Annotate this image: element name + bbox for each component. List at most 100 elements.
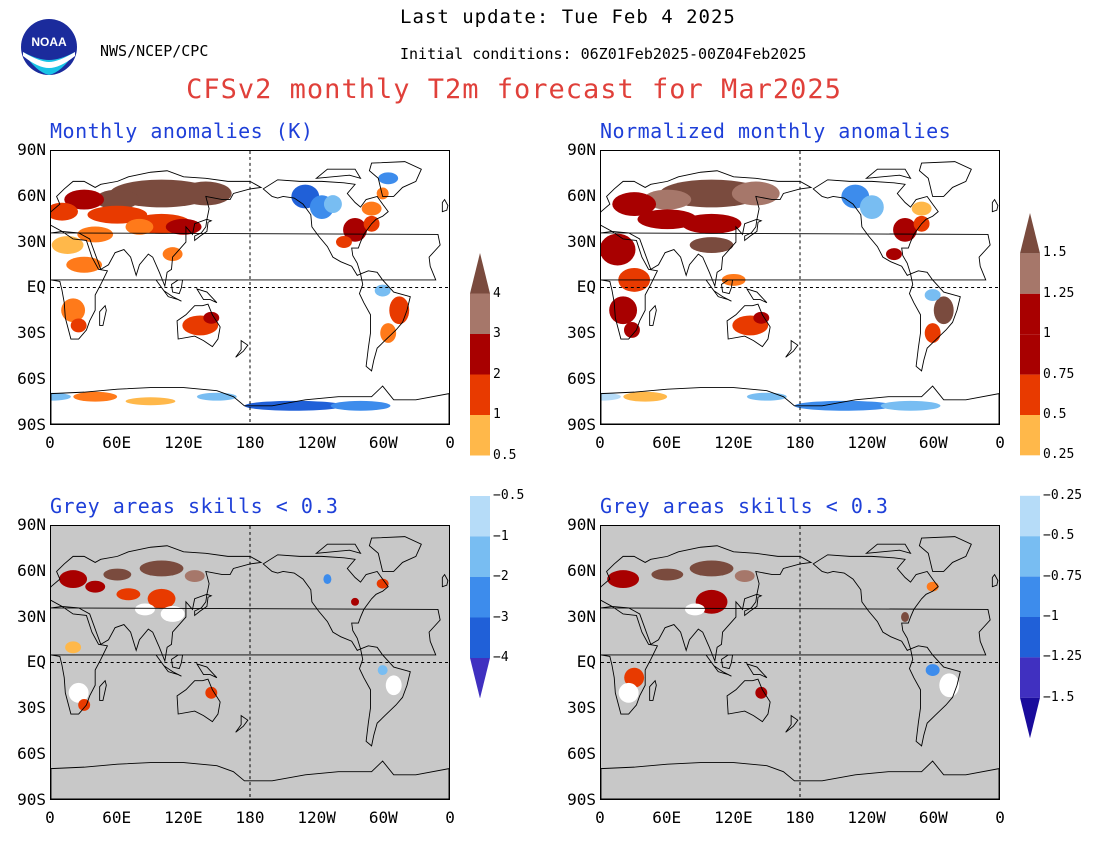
colorbar-segment — [470, 374, 490, 415]
colorbar-label: −3 — [493, 609, 509, 625]
land-japan — [194, 594, 212, 616]
land-japan — [194, 219, 212, 241]
logo-text: NOAA — [31, 35, 67, 49]
anomaly-patch — [343, 217, 367, 242]
coastlines — [51, 536, 449, 799]
anomaly-patch — [911, 201, 932, 216]
colorbar-anomalies — [470, 253, 490, 699]
anomaly-patch — [746, 392, 787, 401]
land-japan — [744, 594, 762, 616]
anomaly-patch — [601, 233, 636, 266]
anomaly-patch — [753, 311, 770, 324]
land-borneo — [721, 654, 733, 669]
lat-label: 60N — [567, 560, 596, 580]
land-borneo — [171, 279, 183, 294]
anomaly-patch — [87, 205, 148, 224]
lat-label: 30N — [567, 231, 596, 251]
land-newguinea — [746, 663, 767, 678]
lon-label: 180 — [235, 808, 265, 827]
panel-title-bottom-right: Grey areas skills < 0.3 — [600, 494, 889, 518]
anomaly-patch — [125, 397, 176, 406]
anomaly-patch — [601, 392, 621, 401]
land-newguinea — [196, 663, 217, 678]
lat-label: 60S — [567, 369, 596, 388]
anomaly-patch — [65, 641, 82, 654]
colorbar-segment — [470, 617, 490, 658]
colorbar-label: −1 — [1043, 609, 1059, 624]
lat-label: 90N — [567, 515, 596, 534]
anomaly-patch — [618, 682, 639, 703]
colorbar-label: 0.5 — [493, 447, 517, 463]
lon-label: 0 — [595, 808, 605, 827]
lat-label: 30S — [17, 323, 46, 343]
lon-label: 180 — [785, 433, 815, 452]
anomaly-patch — [734, 570, 755, 583]
anomaly-patch — [623, 391, 668, 402]
colorbar-label: 1.5 — [1043, 245, 1067, 261]
land-uk — [992, 574, 998, 587]
land-borneo — [171, 654, 183, 669]
anomaly-shading — [59, 560, 402, 711]
lon-label: 0 — [995, 433, 1005, 452]
anomaly-patch — [901, 612, 910, 622]
lat-label: 60N — [567, 185, 596, 205]
anomaly-patch — [323, 195, 342, 214]
map-monthly-anomalies — [50, 150, 450, 425]
land-greenland — [919, 161, 972, 197]
anomaly-patch — [66, 256, 103, 273]
lat-label: 30N — [17, 606, 46, 626]
anomaly-patch — [116, 588, 141, 601]
coastlines — [601, 161, 999, 424]
lat-label: 60S — [17, 369, 46, 388]
noaa-logo: NOAA — [20, 16, 78, 78]
colorbar-segment — [1020, 374, 1040, 415]
colorbar-label: 1 — [1043, 326, 1051, 342]
lon-label: 120E — [164, 433, 203, 452]
colorbar-label: 1 — [493, 407, 501, 422]
colorbar-segment — [470, 577, 490, 618]
anomaly-patch — [755, 686, 768, 699]
colorbar-segment — [1020, 536, 1040, 577]
anomaly-patch — [361, 201, 382, 216]
colorbar-label: 4 — [493, 285, 501, 301]
org-label: NWS/NCEP/CPC — [100, 42, 209, 60]
anomaly-patch — [880, 400, 941, 411]
lon-label: 0 — [995, 808, 1005, 827]
anomaly-patch — [162, 247, 183, 262]
colorbar-segment — [1020, 293, 1040, 335]
land-namerica — [813, 179, 939, 276]
lon-label: 120E — [164, 808, 203, 827]
anomaly-patch — [85, 580, 106, 593]
land-madagascar — [649, 305, 657, 326]
anomaly-patch — [886, 248, 902, 261]
lat-label: 90S — [17, 789, 46, 809]
anomaly-patch — [925, 664, 940, 677]
land-uk — [992, 199, 998, 212]
anomaly-patch — [933, 296, 954, 325]
colorbar-segment — [470, 536, 490, 577]
land-antarctic — [601, 386, 999, 424]
lon-label: 60E — [652, 808, 682, 827]
land-arcticisl — [316, 544, 361, 554]
colorbar-segment — [470, 455, 490, 496]
panel-title-top-left: Monthly anomalies (K) — [50, 119, 314, 143]
colorbar-label: 0.75 — [1043, 366, 1075, 382]
anomaly-patch — [689, 560, 734, 577]
anomaly-patch — [385, 675, 402, 696]
lat-label: 60N — [17, 560, 46, 580]
land-greenland — [919, 536, 972, 572]
anomaly-patch — [160, 606, 185, 622]
lat-label: EQ — [26, 277, 46, 297]
lat-label: 30S — [567, 323, 596, 343]
lon-label: 60W — [918, 433, 948, 452]
anomaly-patch — [612, 192, 657, 216]
anomaly-patch — [323, 574, 332, 585]
anomaly-patch — [139, 560, 184, 577]
colorbar-arrow-top — [1020, 213, 1040, 254]
panel-title-bottom-left: Grey areas skills < 0.3 — [50, 494, 339, 518]
anomaly-patch — [103, 568, 132, 581]
lon-label: 60W — [368, 808, 398, 827]
anomaly-patch — [624, 667, 645, 688]
lat-label: 90N — [567, 140, 596, 159]
lat-label: 90S — [567, 789, 596, 809]
